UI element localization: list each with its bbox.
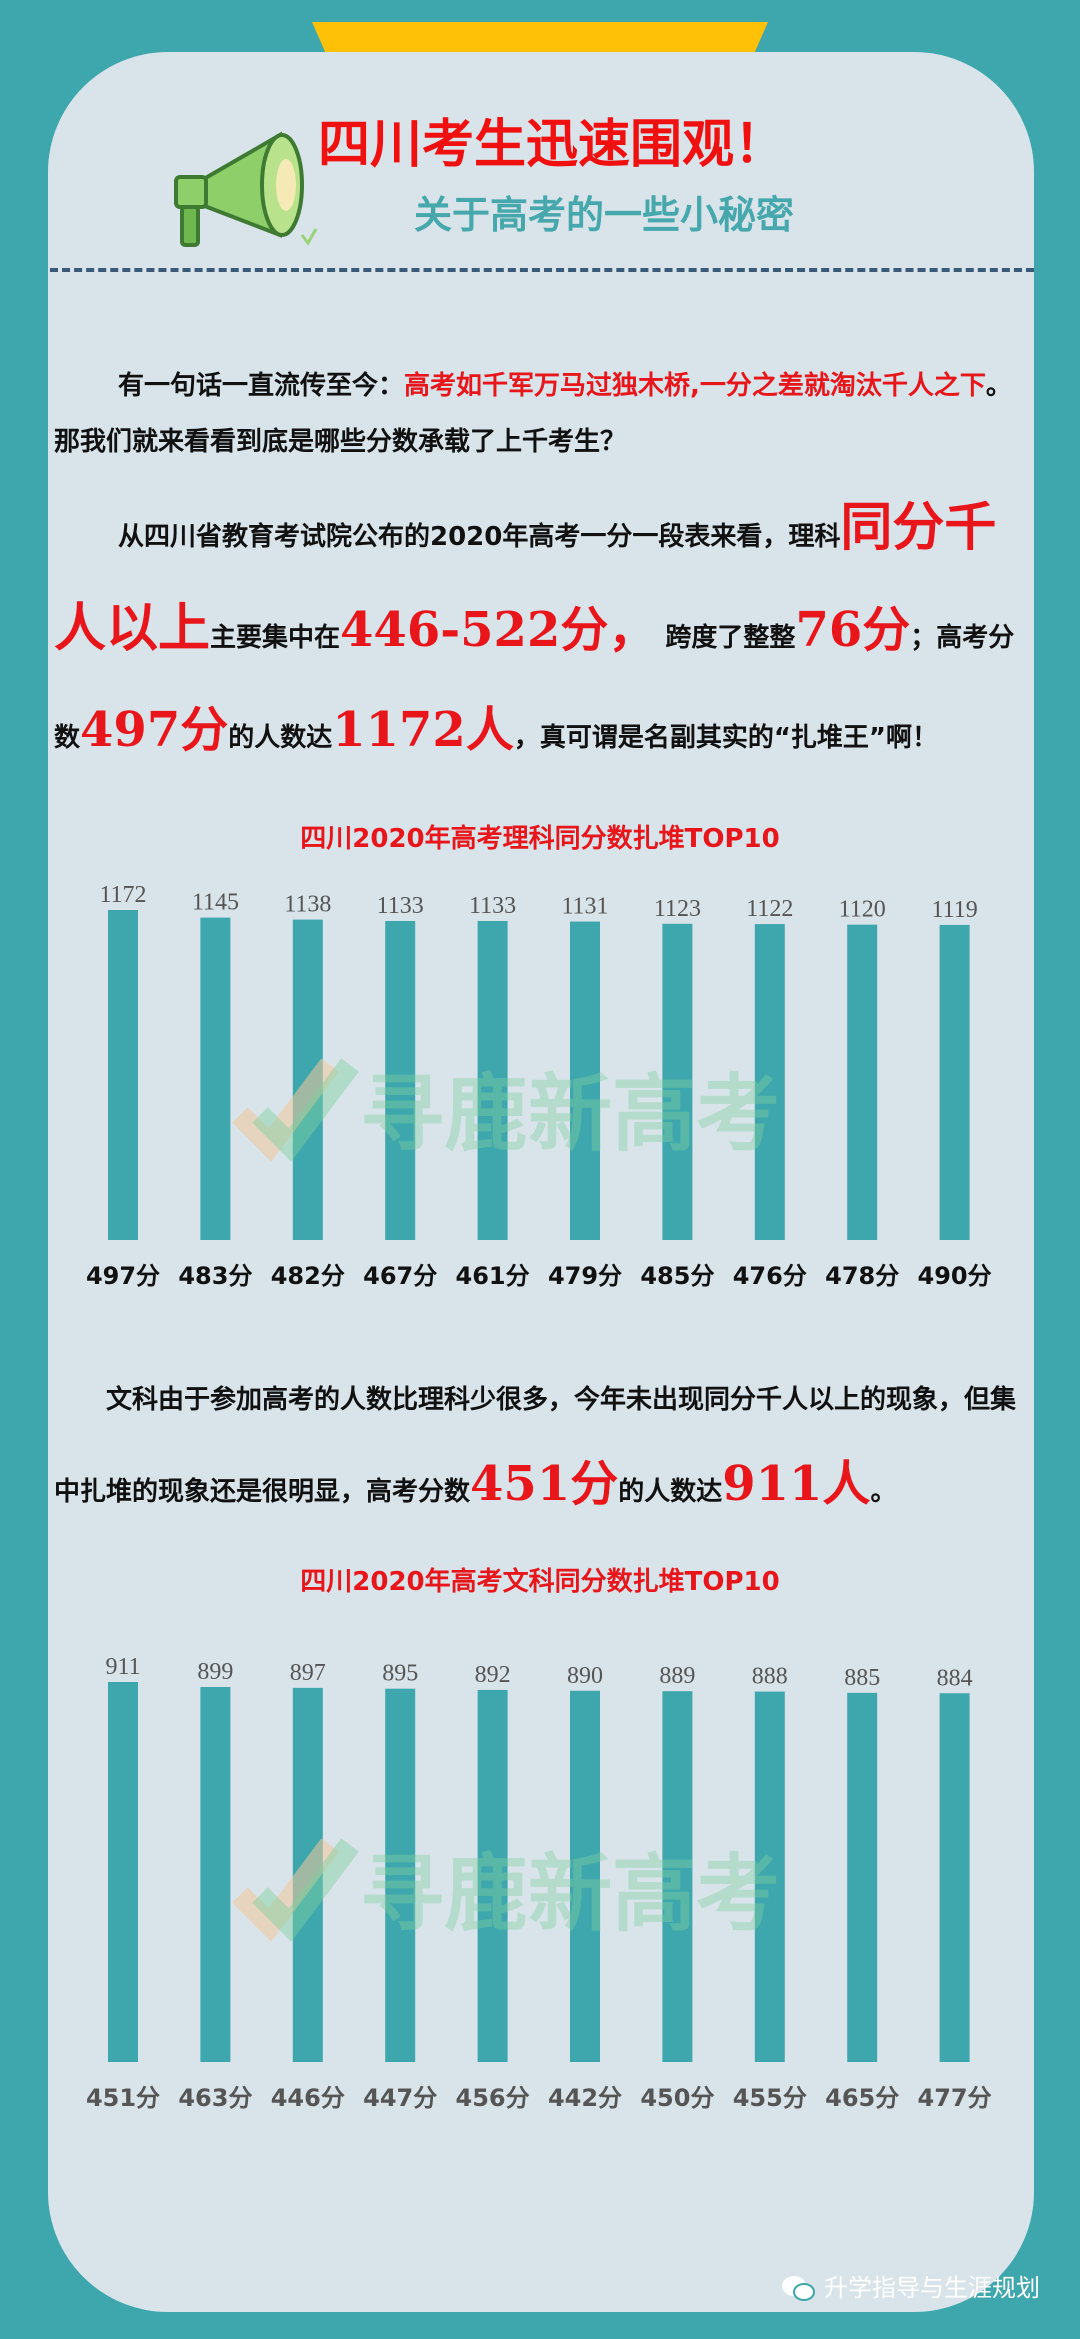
intro-text: ；高考分数 bbox=[54, 623, 1015, 753]
highlight-count: 911人 bbox=[722, 1456, 871, 1512]
intro-text: 。那我们就来看看到底是哪些分数承载了上千考生？ bbox=[54, 371, 1012, 457]
watermark-logo: 寻鹿新高考 bbox=[232, 1058, 780, 1162]
intro-paragraph-1: 有一句话一直流传至今：高考如千军万马过独木桥,一分之差就淘汰千人之下。那我们就来… bbox=[54, 358, 1024, 470]
bar bbox=[847, 924, 878, 1240]
bar-value-label: 890 bbox=[567, 1663, 603, 1689]
category-label: 465分 bbox=[825, 2084, 899, 2112]
bar bbox=[754, 1691, 785, 2062]
bar-value-label: 897 bbox=[290, 1660, 326, 1686]
wechat-icon bbox=[782, 2276, 815, 2301]
liberal-text: 文科由于参加高考的人数比理科少很多，今年未出现同分千人以上的现象，但集中扎堆的现… bbox=[54, 1385, 1017, 1507]
bar bbox=[385, 1688, 416, 2062]
highlight-range: 446-522分， bbox=[340, 602, 657, 658]
category-label: 497分 bbox=[86, 1262, 160, 1290]
intro-text: 跨度了整整 bbox=[665, 623, 796, 653]
bar bbox=[847, 1692, 878, 2062]
category-label: 467分 bbox=[363, 1262, 437, 1290]
category-label: 490分 bbox=[918, 1262, 992, 1290]
intro-text: ，真可谓是名副其实的“扎堆王”啊！ bbox=[513, 723, 939, 753]
page-subtitle: 关于高考的一些小秘密 bbox=[414, 193, 795, 237]
category-label: 450分 bbox=[640, 2084, 714, 2112]
liberal-bar-chart: 911 451分 899 463分 897 446分 895 447分 892 456分 890 44… bbox=[86, 1654, 992, 2112]
category-label: 456分 bbox=[456, 2084, 530, 2112]
bar bbox=[385, 920, 416, 1240]
bar bbox=[662, 923, 693, 1240]
liberal-paragraph: 文科由于参加高考的人数比理科少很多，今年未出现同分千人以上的现象，但集中扎堆的现… bbox=[54, 1358, 1024, 1534]
category-label: 479分 bbox=[548, 1262, 622, 1290]
bar-value-label: 892 bbox=[475, 1662, 511, 1688]
wechat-account-name: 升学指导与生涯规划 bbox=[824, 2274, 1040, 2302]
category-label: 446分 bbox=[271, 2084, 345, 2112]
highlight-count: 1172人 bbox=[332, 702, 514, 758]
intro-text: 的人数达 bbox=[228, 723, 333, 753]
highlight-span: 76分 bbox=[795, 602, 911, 658]
watermark-text: 寻鹿新高考 bbox=[360, 1849, 780, 1942]
science-chart-title: 四川2020年高考理科同分数扎堆TOP10 bbox=[300, 824, 780, 854]
bar-value-label: 1133 bbox=[377, 893, 424, 919]
bar-value-label: 885 bbox=[844, 1665, 880, 1691]
highlight-thousand: 同分千人以上 bbox=[54, 498, 997, 659]
bar bbox=[754, 924, 785, 1240]
liberal-chart-title: 四川2020年高考文科同分数扎堆TOP10 bbox=[300, 1567, 780, 1597]
bar-value-label: 889 bbox=[659, 1663, 695, 1689]
bar bbox=[570, 921, 600, 1240]
watermark-logo: 寻鹿新高考 bbox=[232, 1838, 780, 1942]
page-title: 四川考生迅速围观！ bbox=[318, 115, 787, 175]
intro-text: 主要集中在 bbox=[210, 623, 341, 653]
bar-value-label: 888 bbox=[752, 1664, 788, 1690]
highlight-score: 451分 bbox=[470, 1456, 619, 1512]
intro-highlight: 高考如千军万马过独木桥,一分之差就淘汰千人之下 bbox=[404, 371, 986, 401]
bar bbox=[570, 1690, 600, 2062]
category-label: 455分 bbox=[733, 2084, 807, 2112]
megaphone-icon bbox=[174, 131, 318, 247]
category-label: 485分 bbox=[640, 1262, 714, 1290]
bar-value-label: 1119 bbox=[931, 897, 977, 923]
bar bbox=[939, 924, 970, 1240]
bar-value-label: 899 bbox=[197, 1659, 233, 1685]
category-label: 483分 bbox=[178, 1262, 252, 1290]
bar-value-label: 1120 bbox=[839, 897, 886, 923]
bar-value-label: 1138 bbox=[284, 892, 331, 918]
dashed-divider bbox=[50, 268, 1034, 272]
bar bbox=[200, 917, 231, 1240]
bar bbox=[477, 920, 508, 1240]
category-label: 442分 bbox=[548, 2084, 622, 2112]
bar-value-label: 1145 bbox=[192, 890, 239, 916]
category-label: 478分 bbox=[825, 1262, 899, 1290]
bar bbox=[662, 1691, 693, 2062]
bar-value-label: 1131 bbox=[561, 894, 608, 920]
bar bbox=[200, 1687, 231, 2062]
watermark-text: 寻鹿新高考 bbox=[360, 1069, 780, 1162]
bar-value-label: 1172 bbox=[99, 882, 146, 908]
category-label: 451分 bbox=[86, 2084, 160, 2112]
bar bbox=[108, 910, 138, 1240]
bar-value-label: 895 bbox=[382, 1661, 418, 1687]
bar-value-label: 1123 bbox=[654, 896, 701, 922]
bar-value-label: 884 bbox=[937, 1665, 973, 1691]
liberal-text: 。 bbox=[870, 1477, 897, 1507]
bar-value-label: 1122 bbox=[746, 896, 793, 922]
bar bbox=[477, 1689, 508, 2062]
intro-text: 有一句话一直流传至今： bbox=[118, 371, 405, 401]
science-bar-chart: 1172 497分 1145 483分 1138 482分 1133 467分 1133 461分… bbox=[86, 882, 992, 1290]
category-label: 477分 bbox=[918, 2084, 992, 2112]
liberal-text: 的人数达 bbox=[618, 1477, 723, 1507]
category-label: 482分 bbox=[271, 1262, 345, 1290]
bar bbox=[939, 1693, 970, 2062]
bar-value-label: 1133 bbox=[469, 893, 516, 919]
wechat-account: 升学指导与生涯规划 bbox=[780, 2268, 1040, 2308]
category-label: 463分 bbox=[178, 2084, 252, 2112]
highlight-score: 497分 bbox=[80, 702, 229, 758]
bar-value-label: 911 bbox=[105, 1654, 140, 1680]
category-label: 476分 bbox=[733, 1262, 807, 1290]
intro-paragraph-2: 从四川省教育考试院公布的2020年高考一分一段表来看，理科同分千人以上主要集中在… bbox=[54, 482, 1024, 784]
intro-text: 从四川省教育考试院公布的2020年高考一分一段表来看，理科 bbox=[118, 522, 841, 552]
category-label: 447分 bbox=[363, 2084, 437, 2112]
bar bbox=[108, 1682, 138, 2062]
category-label: 461分 bbox=[456, 1262, 530, 1290]
